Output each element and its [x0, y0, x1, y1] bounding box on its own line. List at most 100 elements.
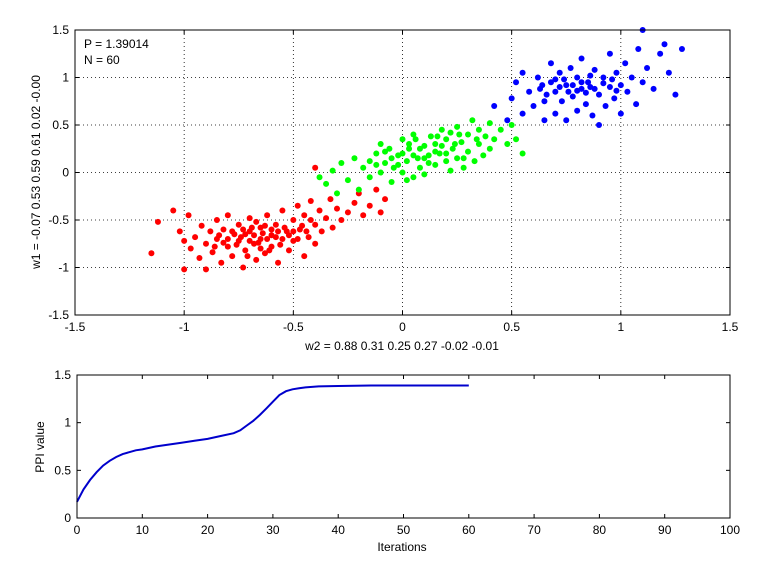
- scatter-point: [344, 209, 351, 216]
- scatter-point: [170, 207, 177, 214]
- scatter-point: [624, 88, 631, 95]
- scatter-point: [449, 145, 456, 152]
- scatter-point: [639, 79, 646, 86]
- scatter-point: [543, 91, 550, 98]
- scatter-point: [491, 103, 498, 109]
- scatter-y-axis-label: w1 = -0.07 0.53 0.59 0.61 0.02 -0.00: [29, 75, 43, 270]
- scatter-point: [203, 240, 209, 247]
- scatter-point: [377, 141, 384, 147]
- scatter-point: [224, 212, 231, 219]
- scatter-point: [301, 212, 308, 219]
- scatter-point: [410, 131, 417, 138]
- scatter-x-tick-label: 0: [399, 320, 406, 334]
- scatter-point: [602, 103, 609, 109]
- scatter-point: [574, 74, 581, 81]
- scatter-point: [613, 69, 620, 76]
- scatter-point: [644, 65, 651, 71]
- scatter-point: [421, 142, 428, 149]
- scatter-point: [399, 169, 406, 176]
- scatter-point: [323, 180, 330, 187]
- scatter-point: [253, 218, 260, 225]
- scatter-point: [432, 161, 439, 168]
- scatter-point: [672, 91, 679, 98]
- scatter-point: [275, 228, 282, 235]
- scatter-point: [192, 234, 199, 241]
- scatter-point: [388, 155, 395, 162]
- scatter-point: [406, 141, 413, 147]
- scatter-point: [196, 255, 203, 261]
- scatter-point: [556, 69, 563, 76]
- scatter-point: [334, 205, 340, 212]
- line-y-tick-label: 0: [64, 511, 71, 525]
- scatter-point: [678, 46, 685, 52]
- scatter-point: [541, 98, 548, 105]
- scatter-point: [218, 259, 225, 266]
- scatter-point: [403, 177, 410, 184]
- scatter-point: [486, 145, 493, 152]
- scatter-point: [513, 79, 520, 86]
- scatter-point: [268, 226, 275, 233]
- scatter-point: [563, 82, 570, 89]
- scatter-point: [504, 117, 511, 124]
- scatter-point: [438, 142, 445, 149]
- ppi-curve: [76, 384, 469, 503]
- line-x-axis-label: Iterations: [377, 540, 426, 554]
- scatter-point: [224, 243, 231, 250]
- scatter-point: [285, 247, 292, 254]
- scatter-point: [633, 101, 640, 108]
- scatter-point: [471, 158, 478, 165]
- scatter-point: [285, 232, 292, 239]
- scatter-point: [561, 76, 568, 83]
- scatter-point: [475, 141, 482, 147]
- line-frame: [76, 374, 731, 519]
- scatter-point: [303, 228, 310, 235]
- scatter-point: [373, 161, 380, 168]
- scatter-point: [207, 228, 214, 235]
- scatter-point: [185, 212, 192, 219]
- scatter-point: [513, 136, 520, 143]
- scatter-y-tick-label: 1: [62, 71, 69, 85]
- scatter-point: [373, 186, 380, 193]
- scatter-point: [334, 190, 340, 197]
- scatter-point: [216, 232, 223, 239]
- scatter-point: [425, 152, 432, 159]
- scatter-point: [154, 218, 161, 225]
- scatter-point: [272, 221, 279, 228]
- scatter-point: [246, 215, 253, 222]
- scatter-point: [403, 158, 410, 165]
- scatter-point: [534, 74, 541, 81]
- scatter-point: [323, 215, 330, 222]
- scatter-point: [237, 234, 244, 241]
- scatter-point: [547, 79, 554, 86]
- scatter-point: [412, 136, 419, 143]
- line-ticks: 0 10 20 30 40 50 60 70 80 90 100 0 0.5 1 1.5: [54, 368, 740, 537]
- scatter-point: [600, 74, 607, 81]
- scatter-point: [596, 122, 602, 128]
- scatter-point: [235, 221, 242, 228]
- scatter-point: [569, 93, 576, 100]
- scatter-point: [606, 50, 613, 57]
- scatter-point: [329, 224, 336, 231]
- line-x-tick-label: 40: [332, 523, 346, 537]
- scatter-y-tick-label: 0: [62, 166, 69, 180]
- scatter-point: [611, 95, 618, 102]
- line-x-tick-label: 90: [658, 523, 672, 537]
- scatter-point: [456, 131, 463, 138]
- scatter-point: [556, 84, 563, 90]
- scatter-point: [257, 245, 264, 252]
- scatter-point: [569, 82, 576, 89]
- line-y-tick-label: 1: [64, 416, 71, 430]
- scatter-x-tick-label: 1: [617, 320, 624, 334]
- scatter-point: [338, 160, 345, 166]
- scatter-point: [338, 217, 345, 223]
- scatter-point: [253, 256, 260, 263]
- scatter-point: [541, 117, 548, 124]
- scatter-point: [277, 241, 284, 248]
- scatter-point: [552, 88, 559, 95]
- line-x-tick-label: 50: [397, 523, 411, 537]
- scatter-point: [519, 69, 526, 76]
- scatter-point: [213, 217, 220, 223]
- scatter-ticks: -1.5 -1 -0.5 0 0.5 1 1.5 -1.5 -1 -0.5 0 0.5 1 1.5: [48, 23, 738, 334]
- scatter-point: [279, 236, 286, 242]
- scatter-point: [327, 196, 334, 203]
